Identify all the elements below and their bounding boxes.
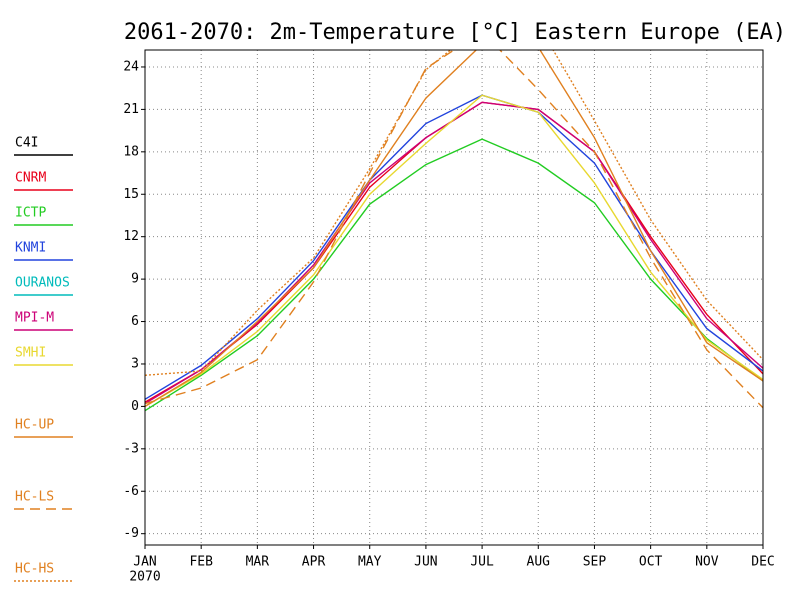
labels: -9 -6 -3 0 3 6 9 12 15 18 21 24 JAN FEB MAR APR MAY JUN JU… <box>123 59 774 584</box>
legend-label: HC-HS <box>15 562 54 577</box>
legend-label: OURANOS <box>15 276 70 291</box>
legend-label: HC-UP <box>15 418 54 433</box>
legend-label: HC-LS <box>15 490 54 505</box>
x-tick-label: DEC <box>751 555 774 570</box>
y-tick-label: -9 <box>123 526 139 541</box>
plot-frame <box>144 49 764 546</box>
x-tick-label: AUG <box>527 555 551 570</box>
series-line <box>145 138 763 412</box>
x-tick-label: NOV <box>695 555 719 570</box>
x-tick-label: JAN <box>133 555 156 570</box>
y-tick-label: 12 <box>123 229 139 244</box>
y-tick-label: 6 <box>131 314 139 329</box>
y-tick-label: 0 <box>131 399 139 414</box>
series-line <box>145 50 763 376</box>
y-tick-label: 3 <box>131 356 139 371</box>
legend-label: C4I <box>15 136 38 151</box>
chart-title: 2061-2070: 2m-Temperature [°C] Eastern E… <box>124 20 786 45</box>
x-tick-label: MAY <box>358 555 382 570</box>
x-tick-label: JUN <box>414 555 437 570</box>
series-line <box>145 94 763 400</box>
y-tick-label: 9 <box>131 272 139 287</box>
x-tick-label: MAR <box>246 555 270 570</box>
x-tick-label: JUL <box>470 555 494 570</box>
legend-label: CNRM <box>15 171 46 186</box>
legend-label: KNMI <box>15 241 46 256</box>
legend-label: MPI-M <box>15 311 54 326</box>
y-tick-label: 18 <box>123 144 139 159</box>
x-tick-label: SEP <box>583 555 607 570</box>
legend-label: ICTP <box>15 206 46 221</box>
series-line <box>145 94 763 408</box>
x-tick-label: APR <box>302 555 326 570</box>
y-tick-label: 24 <box>123 59 139 74</box>
lines <box>145 50 763 412</box>
legend-label: SMHI <box>15 346 46 361</box>
y-tick-label: -6 <box>123 484 139 499</box>
y-tick-label: 15 <box>123 187 139 202</box>
series-line <box>145 50 763 407</box>
x-sublabel: 2070 <box>129 570 160 585</box>
x-tick-label: FEB <box>189 555 213 570</box>
y-tick-label: 21 <box>123 102 139 117</box>
y-tick-label: -3 <box>123 441 139 456</box>
x-tick-label: OCT <box>639 555 663 570</box>
legend: C4I CNRM ICTP KNMI OURANOS MPI-M SMHI HC-UP HC-L… <box>14 136 73 582</box>
